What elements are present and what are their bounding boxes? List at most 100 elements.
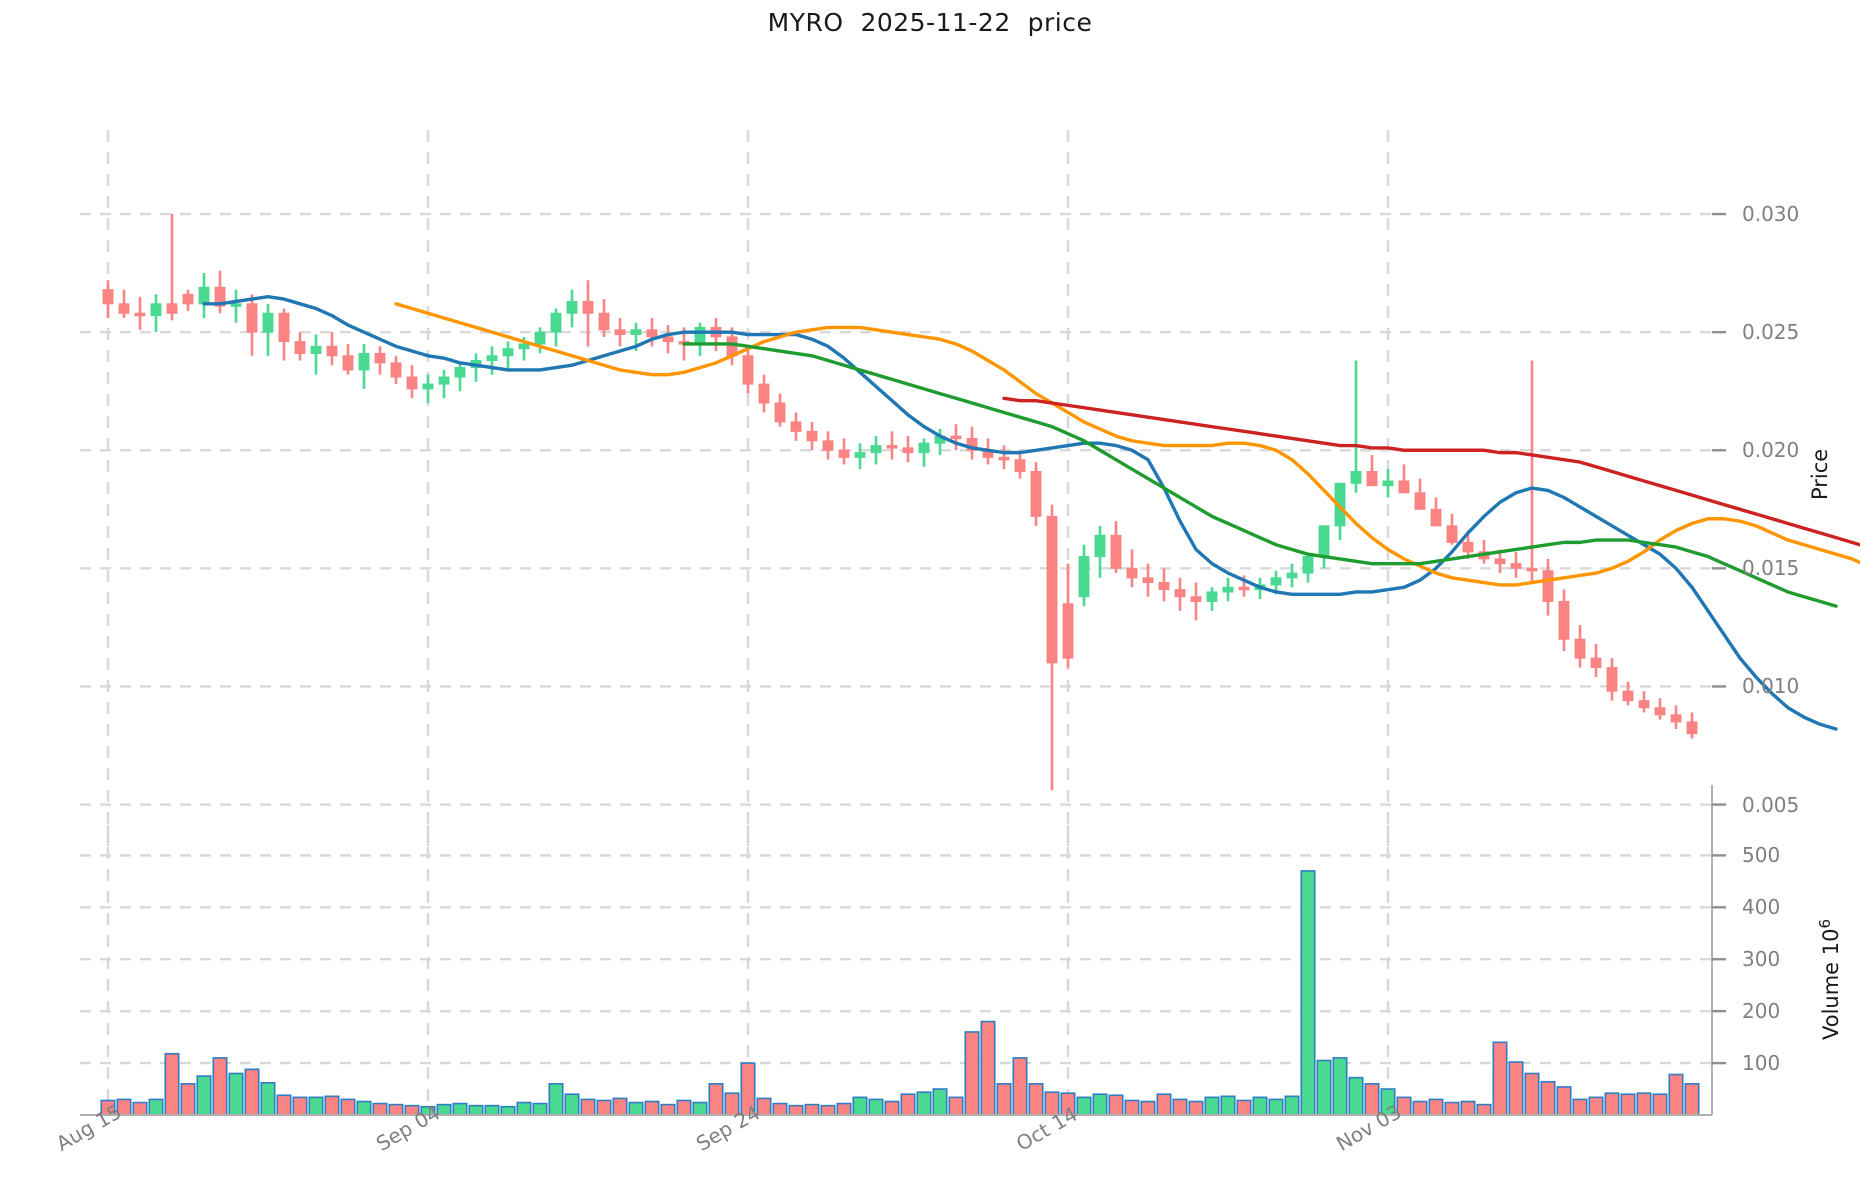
candle-body: [1126, 567, 1138, 579]
candle-body: [1670, 714, 1682, 723]
candlestick: [790, 412, 802, 441]
volume-bar: [1172, 1098, 1188, 1116]
volume-bar: [324, 1095, 340, 1116]
volume-bar: [1316, 1059, 1332, 1116]
volume-bar: [1412, 1100, 1428, 1116]
candlestick: [1446, 514, 1458, 545]
candle-body: [550, 312, 562, 333]
candle-body: [838, 449, 850, 458]
candle-body: [1606, 667, 1618, 692]
volume-axis-exponent-power: 6: [1816, 918, 1834, 929]
volume-bar: [644, 1100, 660, 1116]
candle-body: [118, 303, 130, 314]
volume-bar: [228, 1072, 244, 1116]
candlestick: [1302, 556, 1314, 583]
moving-average-line: [394, 302, 1860, 587]
volume-bar: [180, 1083, 196, 1116]
candlestick: [566, 289, 578, 328]
price-tick-label: 0.030: [1742, 202, 1800, 227]
volume-bar: [308, 1096, 324, 1116]
candle-body: [246, 303, 258, 333]
candlestick-series: [102, 214, 1698, 791]
volume-bar: [388, 1103, 404, 1116]
volume-bar: [548, 1083, 564, 1116]
candlestick: [1318, 525, 1330, 569]
volume-bar: [964, 1031, 980, 1116]
candle-body: [1046, 515, 1058, 664]
volume-bar: [1492, 1041, 1508, 1116]
candlestick: [198, 273, 210, 318]
candlestick: [694, 322, 706, 356]
candlestick: [390, 355, 402, 385]
volume-bar: [676, 1099, 692, 1116]
volume-bar: [996, 1083, 1012, 1116]
volume-bar: [1652, 1093, 1668, 1116]
candlestick: [1142, 563, 1154, 597]
volume-bar: [1636, 1092, 1652, 1116]
candlestick: [1590, 643, 1602, 678]
volume-bar: [1588, 1096, 1604, 1116]
volume-bar: [1332, 1057, 1348, 1116]
volume-bar: [500, 1105, 516, 1116]
candle-body: [1142, 577, 1154, 584]
candle-body: [1318, 525, 1330, 558]
candle-body: [342, 355, 354, 371]
volume-bar: [1524, 1072, 1540, 1116]
candlestick: [1510, 551, 1522, 578]
candle-body: [486, 355, 498, 361]
candlestick: [822, 431, 834, 460]
candle-body: [822, 440, 834, 451]
candle-body: [438, 376, 450, 385]
volume-bar: [1284, 1095, 1300, 1116]
candle-body: [1158, 582, 1170, 591]
price-tick-label: 0.010: [1742, 674, 1800, 699]
volume-bar: [628, 1101, 644, 1116]
candle-body: [1110, 534, 1122, 569]
candle-body: [1574, 638, 1586, 659]
candle-body: [694, 326, 706, 345]
candlestick: [742, 346, 754, 394]
volume-bar: [1540, 1080, 1556, 1116]
candle-body: [1638, 700, 1650, 709]
candle-body: [1094, 534, 1106, 558]
candle-body: [1286, 572, 1298, 579]
volume-bar: [148, 1098, 164, 1116]
candlestick: [582, 280, 594, 347]
volume-tick-label: 200: [1742, 999, 1781, 1024]
volume-bar: [1108, 1094, 1124, 1116]
candle-body: [390, 362, 402, 378]
volume-bar: [1620, 1093, 1636, 1116]
candle-body: [326, 345, 338, 357]
volume-bar: [1028, 1083, 1044, 1116]
candle-body: [966, 437, 978, 451]
volume-bar: [1556, 1086, 1572, 1116]
volume-bar: [516, 1101, 532, 1116]
candlestick: [886, 431, 898, 460]
volume-bar: [276, 1094, 292, 1116]
volume-bar: [980, 1020, 996, 1116]
candlestick: [710, 317, 722, 352]
volume-bar: [564, 1093, 580, 1116]
volume-bar: [1220, 1095, 1236, 1116]
candle-body: [1222, 586, 1234, 593]
candlestick: [246, 294, 258, 356]
candle-body: [902, 447, 914, 454]
volume-bar: [1076, 1096, 1092, 1116]
moving-average-line: [202, 295, 1838, 731]
candle-body: [582, 300, 594, 314]
candlestick: [134, 296, 146, 330]
candlestick: [758, 374, 770, 413]
candlestick: [550, 308, 562, 347]
candle-body: [870, 445, 882, 454]
candlestick: [150, 294, 162, 333]
candle-body: [1174, 589, 1186, 598]
volume-bar: [452, 1102, 468, 1116]
candle-body: [998, 456, 1010, 461]
candle-body: [758, 383, 770, 404]
moving-average-lines: [202, 295, 1860, 731]
candle-body: [566, 300, 578, 314]
volume-bar: [1460, 1100, 1476, 1116]
volume-bar: [708, 1083, 724, 1116]
candlestick: [774, 393, 786, 427]
